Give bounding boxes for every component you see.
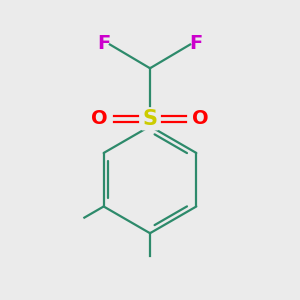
Text: F: F (97, 34, 111, 52)
Text: F: F (189, 34, 203, 52)
Text: O: O (91, 109, 108, 128)
Text: O: O (192, 109, 209, 128)
Text: S: S (142, 109, 158, 129)
